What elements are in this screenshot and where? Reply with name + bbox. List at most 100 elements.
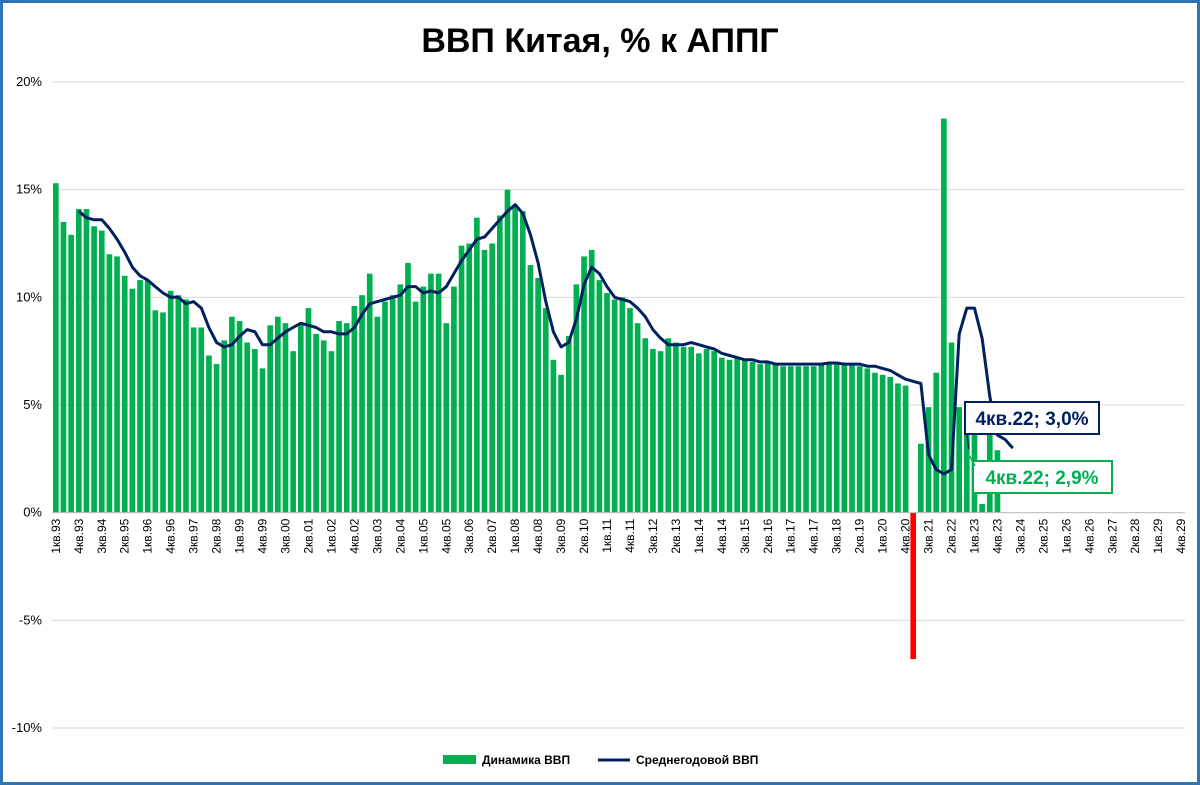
bar xyxy=(435,273,442,513)
bar xyxy=(336,321,342,513)
x-tick-label: 1кв.29 xyxy=(1151,518,1165,553)
bar xyxy=(206,355,212,513)
x-tick-label: 1кв.20 xyxy=(876,518,890,553)
line-series-path xyxy=(77,203,1014,476)
bar xyxy=(328,351,335,513)
bar xyxy=(657,351,664,513)
bar xyxy=(948,342,955,513)
bar xyxy=(864,368,871,513)
bar xyxy=(137,280,143,513)
bar xyxy=(795,366,802,513)
x-tick-label: 3кв.94 xyxy=(95,518,109,553)
bar xyxy=(114,256,120,513)
x-tick-label: 1кв.14 xyxy=(692,518,706,553)
bar xyxy=(803,366,809,513)
x-tick-label: 1кв.23 xyxy=(968,518,982,553)
bar xyxy=(504,189,511,513)
x-tick-label: 2кв.22 xyxy=(945,518,959,553)
bar xyxy=(458,245,465,513)
bar xyxy=(412,301,419,513)
bar xyxy=(519,211,526,513)
x-tick-label: 2кв.25 xyxy=(1036,518,1050,553)
bar xyxy=(956,407,962,513)
x-tick-label: 3кв.12 xyxy=(646,518,660,553)
bar xyxy=(833,364,840,513)
bar xyxy=(389,295,396,513)
bar xyxy=(826,364,832,513)
x-tick-label: 1кв.26 xyxy=(1059,518,1073,553)
legend: Динамика ВВП Среднегодовой ВВП xyxy=(443,753,758,767)
bar xyxy=(680,346,687,513)
bar xyxy=(190,327,197,513)
bar xyxy=(52,183,59,513)
y-tick-label: 0% xyxy=(23,505,42,520)
bar xyxy=(565,336,572,513)
bar xyxy=(297,323,304,513)
y-tick-label: 10% xyxy=(16,289,42,304)
x-tick-label: 3кв.24 xyxy=(1013,518,1027,553)
x-tick-label: 3кв.03 xyxy=(370,518,384,553)
callout-label-average: 4кв.22; 3,0% xyxy=(975,409,1088,430)
bar xyxy=(726,359,733,513)
bar xyxy=(183,299,189,513)
x-axis-ticks: 1кв.93 4кв.93 3кв.94 2кв.95 1кв.96 4кв.96 3кв.… xyxy=(49,518,1188,553)
bar xyxy=(466,243,473,513)
x-tick-label: 1кв.93 xyxy=(49,518,63,553)
bar xyxy=(941,118,947,513)
bar xyxy=(121,275,128,513)
bar xyxy=(619,297,626,513)
x-tick-label: 4кв.93 xyxy=(72,518,86,553)
bar xyxy=(144,280,151,513)
bar xyxy=(213,364,220,513)
x-tick-label: 4кв.20 xyxy=(899,518,913,553)
x-tick-label: 4кв.02 xyxy=(347,518,361,553)
bar xyxy=(68,234,74,513)
bar xyxy=(290,351,296,513)
bar xyxy=(757,364,763,513)
x-tick-label: 3кв.21 xyxy=(922,518,936,553)
bar xyxy=(129,288,136,513)
x-tick-label: 1кв.96 xyxy=(141,518,155,553)
bar xyxy=(91,226,97,513)
bar xyxy=(764,361,771,513)
bar xyxy=(75,209,82,513)
x-tick-label: 1кв.02 xyxy=(324,518,338,553)
x-tick-label: 3кв.15 xyxy=(738,518,752,553)
bar xyxy=(198,327,205,513)
callout-box-dynamics xyxy=(972,460,1113,494)
y-tick-label: -5% xyxy=(19,612,43,627)
bar xyxy=(351,305,358,513)
bar xyxy=(382,301,388,513)
y-tick-label: -10% xyxy=(12,720,43,735)
x-tick-label: 2кв.04 xyxy=(393,518,407,553)
line-series xyxy=(77,203,1014,476)
bar xyxy=(979,504,985,513)
x-tick-label: 1кв.17 xyxy=(784,518,798,553)
bar xyxy=(397,284,404,513)
bar xyxy=(542,308,549,513)
bar xyxy=(611,299,618,513)
x-tick-label: 4кв.14 xyxy=(715,518,729,553)
x-tick-label: 2кв.13 xyxy=(669,518,683,553)
bar xyxy=(451,286,457,513)
bar xyxy=(787,366,794,513)
x-tick-label: 4кв.23 xyxy=(990,518,1004,553)
bar xyxy=(229,316,235,513)
bar xyxy=(83,209,90,513)
bar xyxy=(275,316,281,513)
bar xyxy=(252,349,258,513)
x-tick-label: 4кв.11 xyxy=(623,518,637,552)
x-tick-label: 2кв.95 xyxy=(118,518,132,553)
bar xyxy=(688,346,695,513)
bar xyxy=(489,243,496,513)
bar xyxy=(963,426,970,513)
bar xyxy=(405,262,411,513)
chart-title: ВВП Китая, % к АППГ xyxy=(421,22,778,60)
bar xyxy=(818,364,825,513)
callout-leader-average xyxy=(966,433,970,450)
bar xyxy=(160,312,166,513)
bar xyxy=(673,342,679,513)
bar xyxy=(650,349,656,513)
